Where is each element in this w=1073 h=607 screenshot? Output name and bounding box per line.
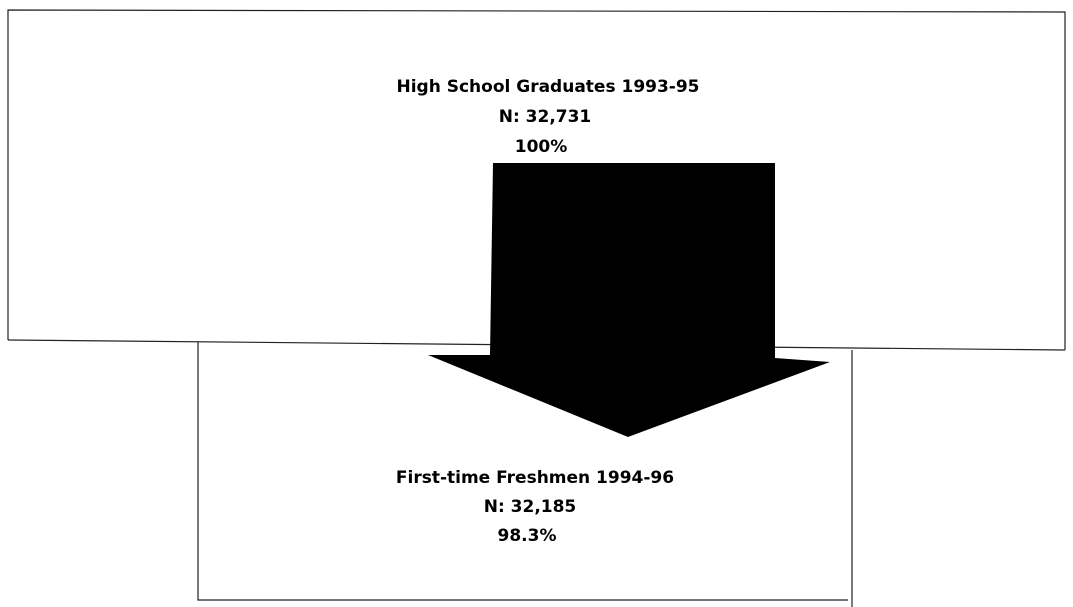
- arrow: [428, 163, 830, 437]
- node-count: N: 32,185: [484, 497, 577, 517]
- bottom-box: [197, 342, 848, 601]
- top-box: [7, 9, 1066, 350]
- node-count: N: 32,731: [499, 107, 592, 127]
- node-label: High School Graduates 1993-95: [396, 77, 699, 97]
- node-percent: 98.3%: [498, 526, 557, 546]
- node-percent: 100%: [515, 137, 568, 157]
- node-label: First-time Freshmen 1994-96: [396, 468, 674, 488]
